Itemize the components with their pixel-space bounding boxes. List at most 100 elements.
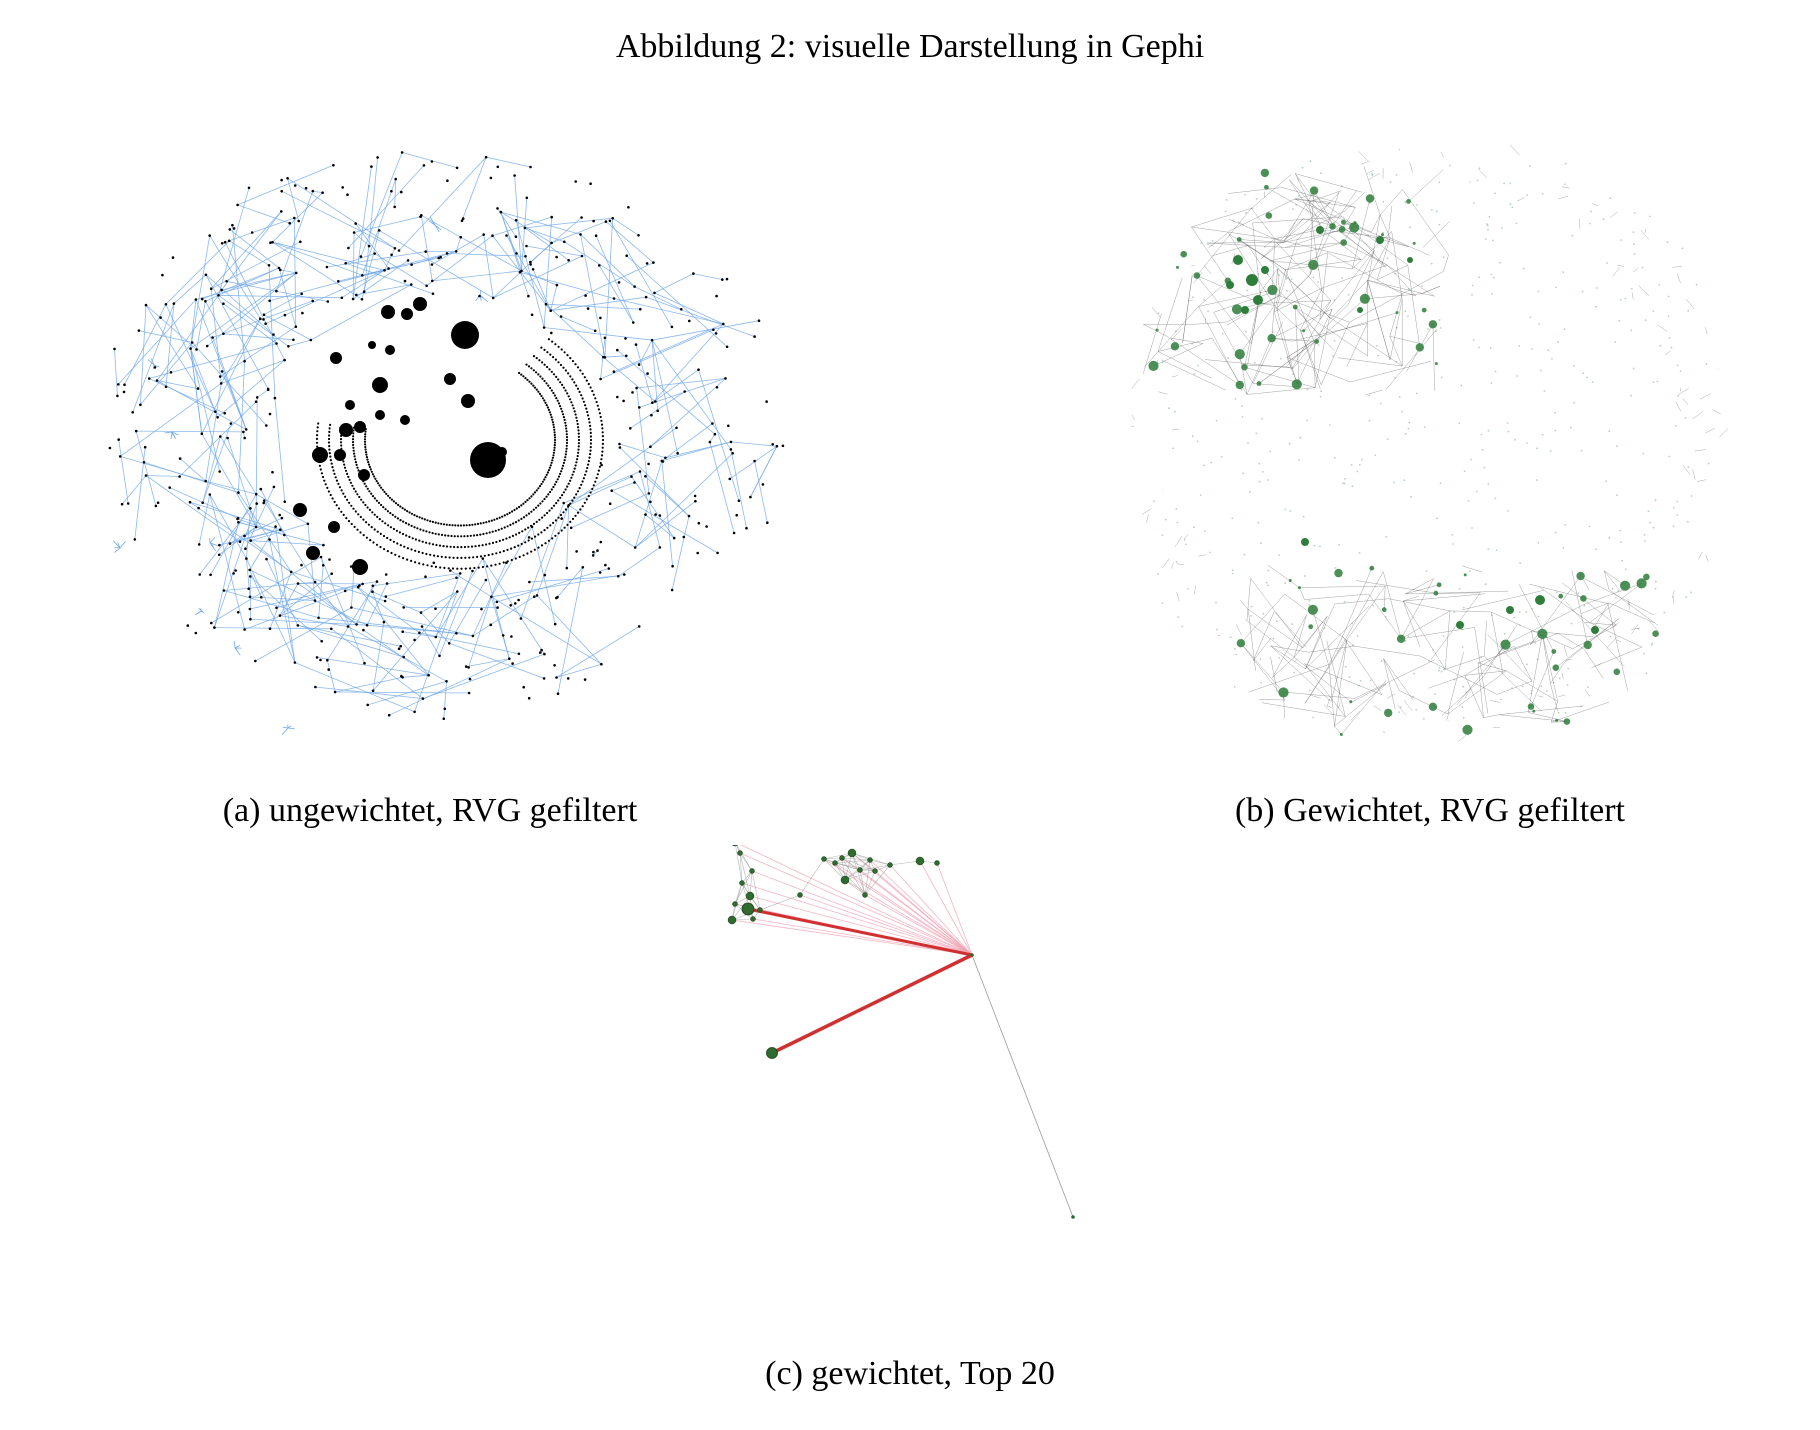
node (1191, 435, 1194, 438)
node (547, 539, 550, 542)
node (650, 338, 654, 342)
edge (1352, 198, 1371, 269)
edge (1572, 624, 1617, 650)
node (538, 485, 542, 488)
node (347, 475, 350, 478)
edge (709, 433, 716, 443)
node (560, 407, 563, 410)
edge (1584, 622, 1617, 626)
edge (422, 653, 545, 699)
node (1487, 548, 1490, 550)
node (280, 210, 283, 213)
edge (1253, 637, 1272, 661)
edge (1369, 253, 1435, 297)
edge (479, 290, 482, 296)
node (571, 499, 574, 502)
node (390, 253, 393, 257)
node (634, 343, 638, 346)
node (242, 430, 245, 434)
node (487, 553, 490, 557)
node (518, 371, 521, 375)
node (1564, 162, 1567, 165)
node (139, 403, 142, 407)
node (554, 343, 557, 346)
node (519, 617, 523, 620)
node (399, 644, 403, 648)
node (419, 528, 422, 531)
node (470, 545, 474, 548)
node (382, 620, 386, 624)
edge (238, 361, 245, 493)
node (540, 531, 543, 534)
edge (428, 220, 436, 226)
node (363, 661, 366, 665)
node (1267, 569, 1270, 572)
edge (568, 476, 632, 506)
node (1611, 587, 1614, 590)
node (1476, 179, 1479, 182)
edge (1698, 551, 1703, 560)
edge (1305, 616, 1328, 669)
node (268, 627, 272, 630)
node (1652, 310, 1655, 313)
edge (1581, 602, 1610, 614)
node (565, 447, 568, 450)
edge (619, 443, 666, 459)
node (216, 416, 219, 419)
node (745, 526, 748, 530)
edge (731, 919, 973, 956)
node (603, 356, 607, 359)
node (541, 361, 544, 364)
node (537, 390, 540, 393)
node (332, 469, 335, 472)
node (355, 463, 358, 466)
node (278, 513, 281, 517)
edge (557, 567, 584, 598)
edge (249, 569, 262, 598)
edge (1240, 643, 1286, 701)
node (577, 448, 580, 451)
node (232, 572, 235, 575)
node (1260, 682, 1262, 684)
node (508, 657, 511, 660)
node (581, 505, 584, 508)
node (265, 557, 268, 561)
edge (1157, 277, 1183, 352)
node (600, 423, 604, 426)
node (349, 565, 353, 568)
edge (1607, 636, 1618, 648)
edge (536, 505, 569, 596)
node (1303, 575, 1306, 577)
edge (730, 449, 747, 529)
node (566, 677, 570, 680)
edge (1300, 329, 1321, 390)
node (339, 438, 343, 441)
node (506, 525, 509, 528)
edge (430, 217, 436, 226)
node (1377, 354, 1379, 357)
node (622, 399, 625, 403)
node (189, 347, 192, 350)
edge (1305, 605, 1370, 670)
node (649, 500, 652, 504)
edge (1291, 323, 1368, 342)
node (362, 518, 365, 521)
node (732, 531, 736, 535)
node (582, 400, 586, 403)
node (598, 571, 602, 574)
edge (1589, 622, 1642, 648)
edge (361, 178, 397, 276)
edge (618, 547, 661, 577)
edge (114, 547, 121, 553)
edge (650, 378, 726, 447)
node (1337, 649, 1339, 652)
node (601, 438, 605, 442)
node (450, 534, 453, 538)
edge (398, 156, 487, 251)
node (749, 868, 755, 874)
node (1667, 295, 1670, 298)
edge (223, 333, 294, 341)
edge (268, 265, 276, 399)
node (331, 466, 334, 469)
node (319, 555, 323, 559)
